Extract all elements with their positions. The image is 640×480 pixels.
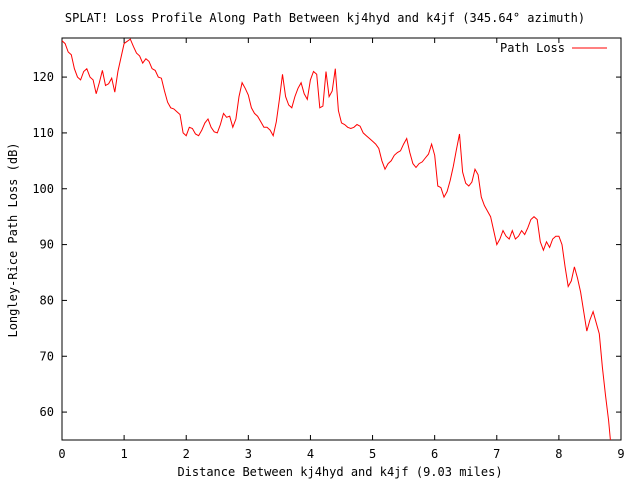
y-tick-label-1: 70 xyxy=(40,349,54,363)
x-axis-ticks: 0 1 2 3 4 5 6 7 8 9 xyxy=(58,38,625,461)
y-axis-label: Longley-Rice Path Loss (dB) xyxy=(6,142,20,337)
plot-area-border xyxy=(61,37,622,441)
path-loss-line xyxy=(61,38,611,441)
chart-title: SPLAT! Loss Profile Along Path Between k… xyxy=(65,11,585,25)
x-tick-label-3: 3 xyxy=(245,447,252,461)
x-tick-label-1: 1 xyxy=(120,447,127,461)
x-tick-label-9: 9 xyxy=(617,447,624,461)
x-tick-label-0: 0 xyxy=(58,447,65,461)
legend: Path Loss xyxy=(500,41,607,55)
x-tick-label-4: 4 xyxy=(307,447,314,461)
x-tick-label-6: 6 xyxy=(431,447,438,461)
y-tick-label-5: 110 xyxy=(32,126,54,140)
x-tick-label-5: 5 xyxy=(369,447,376,461)
y-tick-label-4: 100 xyxy=(32,182,54,196)
x-tick-label-8: 8 xyxy=(555,447,562,461)
x-tick-label-2: 2 xyxy=(183,447,190,461)
legend-label-path-loss: Path Loss xyxy=(500,41,565,55)
x-tick-label-7: 7 xyxy=(493,447,500,461)
y-tick-label-3: 90 xyxy=(40,238,54,252)
y-tick-label-2: 80 xyxy=(40,293,54,307)
y-tick-label-6: 120 xyxy=(32,70,54,84)
y-axis-ticks: 60 70 80 90 100 110 120 xyxy=(32,70,621,419)
y-tick-label-0: 60 xyxy=(40,405,54,419)
x-axis-label: Distance Between kj4hyd and k4jf (9.03 m… xyxy=(177,465,502,479)
